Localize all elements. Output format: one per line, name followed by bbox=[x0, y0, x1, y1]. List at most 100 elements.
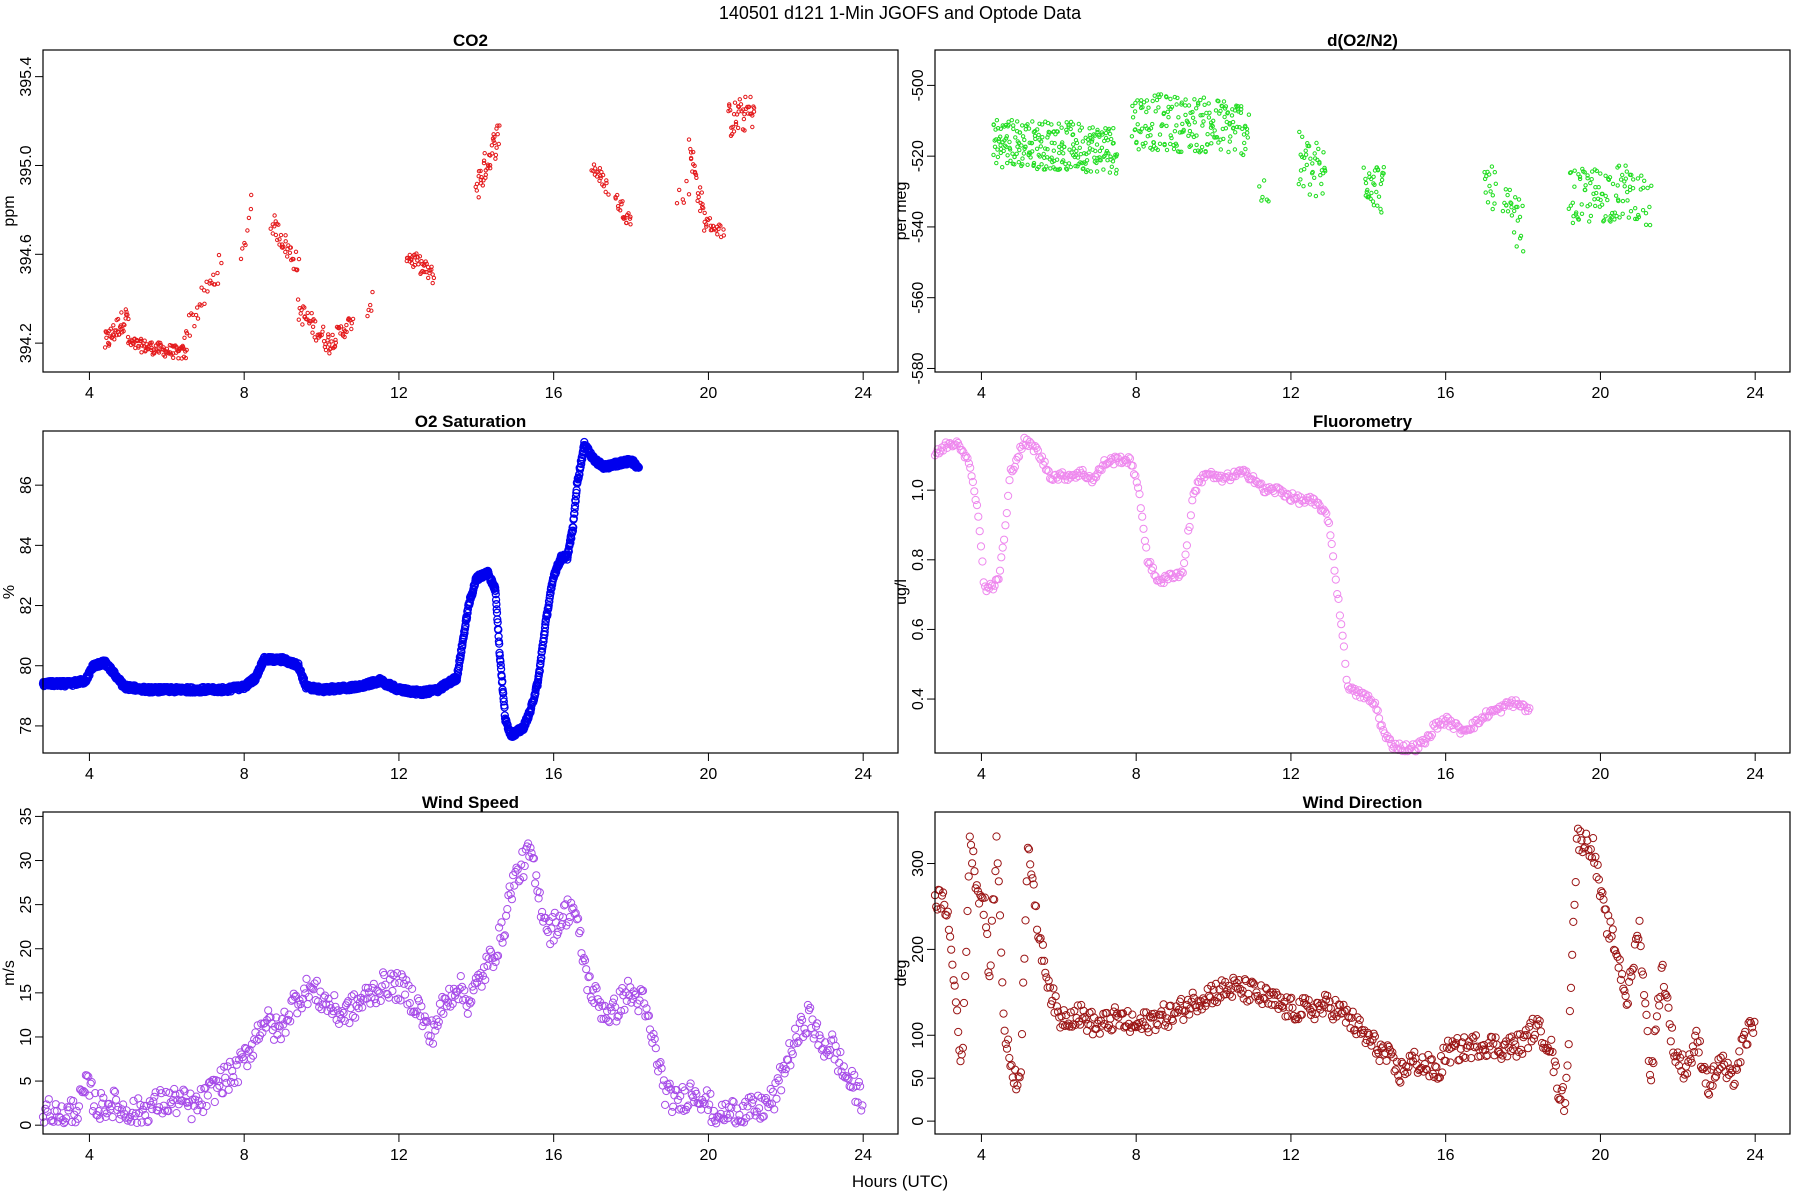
co2-point bbox=[606, 192, 611, 197]
wspd-point bbox=[376, 996, 385, 1006]
wspd-point bbox=[78, 1088, 87, 1097]
do2n2-point bbox=[1218, 108, 1223, 114]
co2-point bbox=[496, 141, 501, 147]
wspd-point bbox=[460, 986, 469, 995]
do2n2-point bbox=[1052, 141, 1057, 146]
do2n2-point bbox=[994, 160, 999, 166]
do2n2-point bbox=[1022, 137, 1027, 143]
do2n2-point bbox=[1613, 193, 1619, 198]
wspd-point bbox=[466, 999, 475, 1008]
fluor-point bbox=[1408, 740, 1418, 749]
o2sat-point bbox=[571, 497, 580, 506]
fluor-point bbox=[1330, 566, 1339, 575]
wspd-point bbox=[786, 1061, 795, 1070]
co2-point bbox=[310, 330, 315, 335]
wspd-point bbox=[763, 1098, 772, 1107]
wspd-point bbox=[510, 881, 519, 890]
wspd-point bbox=[810, 1030, 819, 1039]
o2sat-xtick-label-1: 8 bbox=[240, 766, 249, 783]
co2-point bbox=[737, 97, 742, 102]
do2n2-point bbox=[1214, 135, 1220, 140]
wdir-point bbox=[1149, 1013, 1158, 1022]
fluor-point bbox=[1014, 452, 1024, 461]
wdir-xtick-label-4: 20 bbox=[1592, 1147, 1610, 1164]
co2-point bbox=[149, 347, 154, 353]
wspd-point bbox=[780, 1069, 789, 1078]
wspd-point bbox=[527, 849, 536, 858]
fluor-point bbox=[1440, 720, 1449, 729]
do2n2-point bbox=[1183, 97, 1188, 102]
wspd-point bbox=[196, 1085, 205, 1094]
co2-point bbox=[313, 338, 319, 343]
co2-point bbox=[111, 333, 117, 338]
do2n2-point bbox=[1099, 145, 1105, 151]
wdir-point bbox=[1081, 1015, 1091, 1024]
wspd-point bbox=[821, 1038, 830, 1047]
wspd-point bbox=[117, 1105, 127, 1114]
do2n2-point bbox=[1515, 204, 1520, 210]
do2n2-point bbox=[1266, 199, 1271, 204]
co2-point bbox=[591, 162, 597, 167]
do2n2-xtick-label-2: 12 bbox=[1282, 385, 1300, 402]
wspd-point bbox=[170, 1084, 179, 1094]
o2sat-ytick-label-4: 86 bbox=[18, 476, 35, 494]
wdir-point bbox=[977, 892, 986, 902]
do2n2-point bbox=[1624, 169, 1630, 174]
do2n2-point bbox=[1039, 162, 1044, 167]
do2n2-point bbox=[1070, 122, 1076, 127]
wdir-point bbox=[999, 1009, 1008, 1018]
do2n2-point bbox=[1216, 140, 1221, 145]
do2n2-point bbox=[1144, 98, 1150, 103]
co2-point bbox=[328, 346, 333, 351]
do2n2-point bbox=[1161, 110, 1167, 116]
do2n2-point bbox=[1610, 210, 1615, 216]
do2n2-point bbox=[1594, 190, 1599, 196]
wspd-point bbox=[408, 984, 417, 994]
do2n2-point bbox=[1070, 132, 1076, 137]
o2sat-xtick-label-0: 4 bbox=[85, 766, 94, 783]
wspd-point bbox=[229, 1073, 238, 1082]
wspd-point bbox=[161, 1087, 171, 1097]
do2n2-point bbox=[1156, 92, 1161, 97]
co2-point bbox=[742, 112, 747, 117]
wdir-point bbox=[990, 895, 999, 904]
do2n2-point bbox=[1097, 148, 1103, 154]
co2-point bbox=[750, 124, 755, 130]
wdir-point bbox=[1027, 870, 1036, 879]
wspd-ylabel: m/s bbox=[1, 960, 18, 986]
wspd-point bbox=[381, 980, 390, 989]
fluor-title: Fluorometry bbox=[1313, 412, 1413, 431]
wspd-point bbox=[203, 1091, 212, 1100]
o2sat-point bbox=[500, 703, 509, 712]
fluor-point bbox=[1337, 620, 1346, 629]
wspd-point bbox=[346, 1004, 355, 1013]
wspd-point bbox=[110, 1087, 120, 1097]
wspd-point bbox=[614, 1011, 623, 1020]
wspd-point bbox=[368, 983, 377, 993]
wdir-point bbox=[965, 832, 974, 841]
wspd-point bbox=[749, 1095, 758, 1104]
wspd-point bbox=[785, 1039, 794, 1048]
do2n2-point bbox=[1012, 154, 1017, 160]
wspd-point bbox=[62, 1114, 71, 1123]
do2n2-point bbox=[1202, 102, 1207, 108]
wspd-point bbox=[837, 1067, 846, 1076]
wspd-point bbox=[593, 995, 602, 1004]
co2-point bbox=[414, 251, 419, 256]
do2n2-point bbox=[1093, 148, 1098, 154]
co2-point bbox=[430, 280, 435, 286]
wdir-point bbox=[1561, 1099, 1570, 1108]
wspd-point bbox=[171, 1090, 180, 1099]
do2n2-point bbox=[1583, 187, 1588, 193]
wdir-point bbox=[1569, 917, 1578, 927]
o2sat-point bbox=[497, 672, 506, 681]
fluor-point bbox=[1192, 486, 1201, 495]
do2n2-point bbox=[1056, 121, 1062, 126]
wdir-point bbox=[994, 877, 1003, 886]
do2n2-point bbox=[1323, 169, 1328, 174]
wspd-point bbox=[158, 1109, 167, 1118]
wspd-point bbox=[574, 914, 583, 923]
wspd-point bbox=[748, 1099, 757, 1108]
o2sat-point bbox=[574, 473, 583, 482]
do2n2-point bbox=[995, 147, 1000, 152]
